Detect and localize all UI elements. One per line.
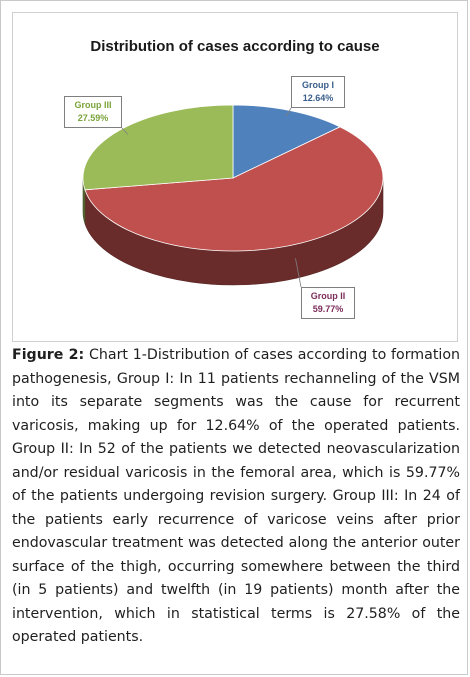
slice-label-group-i: Group I — [302, 80, 334, 90]
chart-title: Distribution of cases according to cause — [90, 38, 380, 55]
leader-line-group-i — [286, 107, 292, 117]
slice-value-group-iii: 27.59% — [77, 113, 109, 123]
leader-line-group-iii — [121, 127, 129, 135]
callout-group-ii: Group II 59.77% — [301, 287, 355, 319]
pie-chart — [82, 104, 384, 288]
slice-label-group-iii: Group III — [74, 100, 112, 110]
pie-slice-group-ii — [84, 126, 384, 252]
leader-line-group-ii — [295, 258, 302, 288]
pie-slices — [82, 104, 384, 252]
pie-slice-group-i — [232, 104, 341, 179]
callout-group-iii: Group III 27.59% — [64, 96, 122, 128]
caption-label: Figure 2: — [12, 347, 85, 363]
figure-caption: Figure 2: Chart 1-Distribution of cases … — [12, 344, 460, 650]
slice-label-group-ii: Group II — [310, 291, 346, 301]
pie-slice-group-iii — [82, 104, 234, 191]
caption-text: Chart 1-Distribution of cases according … — [12, 347, 461, 645]
slice-value-group-i: 12.64% — [302, 93, 334, 103]
callout-group-i: Group I 12.64% — [291, 76, 345, 108]
label-leader-lines — [121, 107, 302, 288]
slice-value-group-ii: 59.77% — [312, 304, 344, 314]
